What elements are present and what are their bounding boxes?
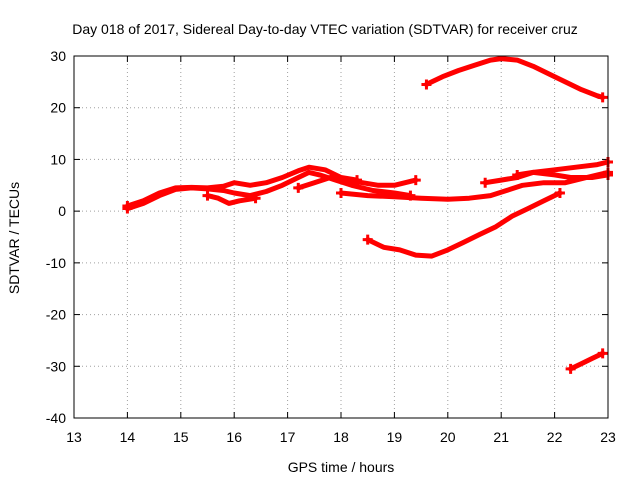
grid — [74, 56, 608, 418]
series-start-marker — [362, 234, 373, 245]
x-tick-label: 15 — [173, 429, 189, 445]
series-arc-10 — [568, 350, 606, 372]
series-end-marker — [597, 348, 608, 359]
x-tick-label: 23 — [600, 429, 616, 445]
data-series — [122, 56, 613, 374]
plot-frame — [73, 55, 609, 419]
y-tick-label: -10 — [46, 255, 66, 271]
series-arc-4 — [295, 175, 419, 191]
x-tick-label: 20 — [440, 429, 456, 445]
series-arc-8 — [423, 56, 606, 100]
x-tick-label: 21 — [493, 429, 509, 445]
ticks: 13 14 15 16 17 18 19 20 21 22 23 -40 -30 -20 -10 0 10 20 3… — [46, 48, 616, 445]
y-tick-label: -20 — [46, 307, 66, 323]
series-start-marker — [293, 182, 304, 193]
series-arc-2 — [124, 164, 360, 209]
y-tick-label: 30 — [50, 48, 66, 64]
series-end-marker — [554, 188, 565, 199]
series-arc-3 — [205, 193, 259, 206]
y-tick-label: -30 — [46, 358, 66, 374]
x-tick-label: 13 — [66, 429, 82, 445]
series-start-marker — [122, 200, 133, 211]
x-tick-label: 22 — [547, 429, 563, 445]
y-tick-label: 10 — [50, 151, 66, 167]
series-arc-7 — [514, 169, 611, 180]
x-tick-label: 18 — [333, 429, 349, 445]
series-arc-6 — [482, 159, 611, 186]
y-tick-label: 20 — [50, 100, 66, 116]
x-tick-label: 14 — [120, 429, 136, 445]
series-start-marker — [202, 190, 213, 201]
series-arc-5 — [338, 169, 611, 202]
series-start-marker — [421, 79, 432, 90]
series-arc-9 — [365, 190, 563, 259]
series-start-marker — [565, 363, 576, 374]
x-tick-label: 17 — [280, 429, 296, 445]
y-tick-label: 0 — [58, 203, 66, 219]
series-end-marker — [597, 92, 608, 103]
series-end-marker — [410, 175, 421, 186]
series-start-marker — [336, 188, 346, 199]
chart-title: Day 018 of 2017, Sidereal Day-to-day VTE… — [72, 21, 578, 37]
x-tick-label: 19 — [387, 429, 403, 445]
x-axis-label: GPS time / hours — [288, 459, 395, 475]
series-end-marker — [250, 193, 261, 204]
series-start-marker — [512, 169, 523, 180]
series-start-marker — [480, 177, 491, 188]
y-axis-label: SDTVAR / TECUs — [6, 182, 22, 294]
y-tick-label: -40 — [46, 410, 66, 426]
x-tick-label: 16 — [226, 429, 242, 445]
